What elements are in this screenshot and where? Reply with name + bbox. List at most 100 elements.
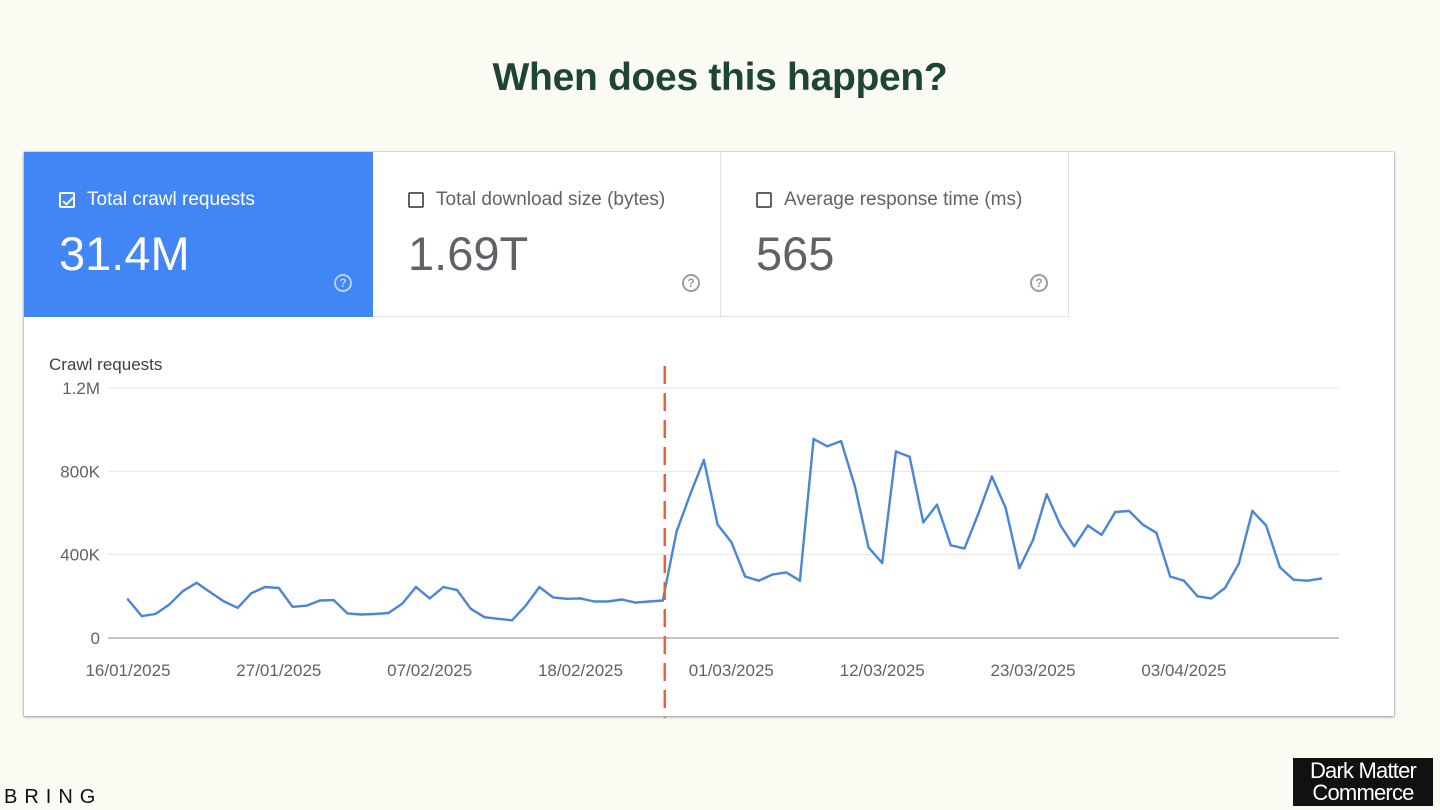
y-tick-label: 1.2M bbox=[62, 379, 100, 398]
metric-value: 565 bbox=[756, 227, 835, 280]
data-point bbox=[1319, 577, 1323, 580]
metric-card-total-download-size[interactable]: Total download size (bytes) 1.69T ? bbox=[373, 152, 721, 317]
data-point bbox=[414, 585, 418, 589]
data-point bbox=[935, 503, 939, 506]
metric-label: Average response time (ms) bbox=[784, 189, 1023, 210]
data-point bbox=[442, 585, 445, 589]
data-point bbox=[798, 579, 802, 582]
data-point bbox=[661, 599, 664, 602]
data-point bbox=[826, 445, 829, 448]
data-point bbox=[455, 588, 459, 592]
slide-title: When does this happen? bbox=[492, 56, 948, 99]
data-point bbox=[1059, 524, 1062, 527]
data-point bbox=[675, 530, 678, 533]
data-point bbox=[1100, 533, 1103, 537]
y-tick-label: 400K bbox=[60, 546, 100, 565]
data-point bbox=[1031, 538, 1035, 542]
data-point bbox=[538, 585, 541, 589]
bring-logo: BRING bbox=[4, 786, 103, 808]
metric-label: Total download size (bytes) bbox=[436, 189, 666, 210]
x-tick-label: 03/04/2025 bbox=[1141, 661, 1226, 680]
metric-value: 31.4M bbox=[59, 227, 190, 280]
data-point bbox=[401, 602, 404, 605]
checkbox-unchecked-icon[interactable] bbox=[408, 192, 424, 208]
data-point bbox=[812, 437, 815, 441]
data-point bbox=[702, 458, 706, 462]
data-point bbox=[894, 450, 898, 453]
x-tick-label: 12/03/2025 bbox=[840, 661, 925, 680]
data-point bbox=[1292, 578, 1295, 581]
data-point bbox=[1182, 579, 1186, 582]
data-point bbox=[277, 586, 280, 590]
x-tick-label: 16/01/2025 bbox=[85, 661, 170, 680]
data-point bbox=[373, 612, 376, 616]
data-point bbox=[222, 600, 226, 603]
data-point bbox=[730, 541, 733, 544]
checkbox-checked-icon[interactable] bbox=[59, 192, 75, 208]
data-point bbox=[839, 439, 843, 443]
data-point bbox=[1251, 509, 1254, 513]
x-tick-label: 18/02/2025 bbox=[538, 661, 623, 680]
data-point bbox=[757, 579, 760, 582]
data-point bbox=[195, 581, 198, 584]
checkbox-unchecked-icon[interactable] bbox=[756, 192, 772, 208]
data-point bbox=[990, 475, 994, 478]
y-tick-label: 0 bbox=[91, 629, 100, 648]
x-tick-label: 07/02/2025 bbox=[387, 661, 472, 680]
data-point bbox=[510, 619, 514, 622]
help-icon[interactable]: ? bbox=[682, 274, 700, 292]
data-point bbox=[1196, 595, 1199, 598]
data-point bbox=[716, 523, 719, 526]
series-line-crawl-requests bbox=[126, 437, 1323, 622]
crawl-stats-panel: Total crawl requests 31.4M ? Total downl… bbox=[24, 152, 1394, 716]
data-point bbox=[1223, 586, 1227, 590]
data-point bbox=[1155, 531, 1158, 534]
logo-line-1: Dark Matter bbox=[1309, 758, 1417, 783]
data-point bbox=[1278, 566, 1282, 569]
data-point bbox=[250, 592, 253, 595]
data-point bbox=[1114, 510, 1117, 514]
data-point bbox=[1127, 509, 1131, 513]
help-icon[interactable]: ? bbox=[1030, 274, 1048, 292]
data-point bbox=[743, 575, 747, 578]
y-axis-title: Crawl requests bbox=[49, 355, 162, 374]
data-point bbox=[497, 617, 500, 620]
metric-card-total-crawl-requests[interactable]: Total crawl requests 31.4M ? bbox=[24, 152, 373, 317]
data-point bbox=[620, 598, 623, 601]
metric-value: 1.69T bbox=[408, 227, 529, 280]
data-point bbox=[140, 614, 143, 618]
data-point bbox=[263, 585, 267, 589]
data-point bbox=[867, 546, 870, 549]
data-point bbox=[647, 600, 651, 603]
data-point bbox=[1306, 579, 1309, 582]
data-point bbox=[305, 604, 308, 607]
data-point bbox=[1169, 575, 1172, 578]
data-point bbox=[634, 601, 637, 604]
data-point bbox=[977, 512, 980, 516]
dark-matter-commerce-logo: Dark Matter Commerce bbox=[1293, 758, 1433, 806]
data-point bbox=[1018, 567, 1021, 570]
data-point bbox=[291, 605, 294, 608]
data-point bbox=[1141, 523, 1144, 526]
data-point bbox=[689, 493, 692, 496]
metric-card-average-response-time[interactable]: Average response time (ms) 565 ? bbox=[721, 152, 1069, 317]
data-point bbox=[593, 600, 596, 603]
data-point bbox=[1237, 562, 1240, 566]
data-point bbox=[771, 573, 774, 576]
data-point bbox=[1004, 506, 1007, 509]
y-tick-label: 800K bbox=[60, 462, 100, 481]
data-point bbox=[949, 544, 952, 547]
data-point bbox=[579, 597, 582, 600]
data-point bbox=[1045, 493, 1048, 496]
data-point bbox=[565, 597, 568, 600]
data-point bbox=[551, 596, 555, 599]
data-point bbox=[428, 597, 431, 600]
data-point bbox=[922, 521, 925, 524]
help-icon[interactable]: ? bbox=[334, 274, 352, 292]
metric-label: Total crawl requests bbox=[87, 189, 255, 210]
data-point bbox=[126, 598, 130, 601]
x-tick-label: 23/03/2025 bbox=[990, 661, 1075, 680]
data-point bbox=[606, 600, 610, 603]
data-point bbox=[167, 603, 171, 606]
